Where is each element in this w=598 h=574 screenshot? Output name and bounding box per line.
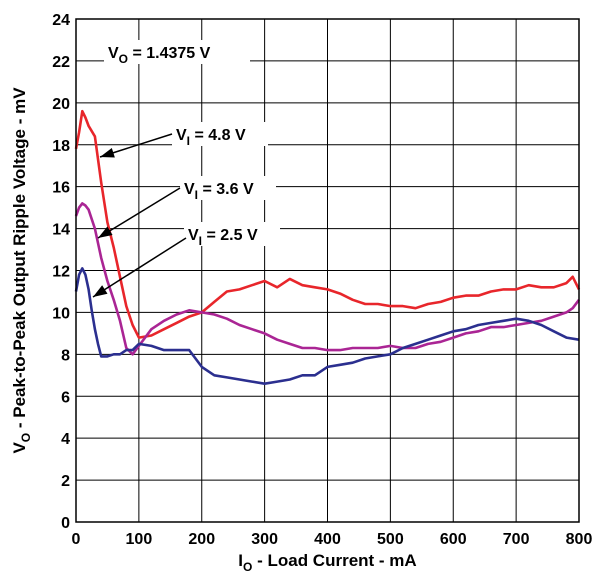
annotation-main: V: [184, 181, 195, 198]
y-tick-label: 20: [52, 96, 70, 113]
annotation-rest: = 1.4375 V: [128, 45, 211, 62]
y-tick-label: 18: [52, 138, 70, 155]
annotation-sub: I: [195, 188, 198, 202]
annotation-rest: = 2.5 V: [202, 227, 258, 244]
annotation-label-4: VI = 2.5 V: [188, 227, 258, 248]
series-line-2: [74, 202, 581, 356]
x-axis-label-rest: - Load Current - mA: [252, 551, 416, 570]
annotation-background: [180, 176, 276, 200]
y-tick-label: 10: [52, 305, 70, 322]
annotation-main: V: [108, 45, 119, 62]
annotation-rest: = 4.8 V: [190, 127, 246, 144]
annotation-label-2: VI = 4.8 V: [176, 127, 246, 148]
series-line-1: [74, 109, 581, 339]
annotation-main: V: [188, 227, 199, 244]
annotation-label-3: VI = 3.6 V: [184, 181, 254, 202]
x-tick-label: 100: [126, 531, 153, 548]
y-tick-label: 8: [61, 347, 70, 364]
x-tick-label: 300: [251, 531, 278, 548]
annotation-arrow-line: [97, 187, 181, 239]
annotation-background: [184, 222, 280, 246]
annotation-arrow-head: [98, 226, 113, 238]
x-tick-label: 0: [72, 531, 81, 548]
series-lines: [74, 109, 581, 386]
x-tick-label: 700: [503, 531, 530, 548]
x-tick-label: 200: [188, 531, 215, 548]
annotation-sub: O: [119, 52, 128, 66]
annotation-arrow-head: [93, 285, 108, 297]
x-tick-labels: 0 100 200 300 400 500 600 700 800: [72, 531, 593, 548]
x-tick-label: 600: [440, 531, 467, 548]
x-axis-label: IO - Load Current - mA: [238, 551, 416, 574]
y-tick-label: 4: [61, 431, 70, 448]
x-axis-label-main: I: [238, 551, 243, 570]
annotation-rest: = 3.6 V: [198, 181, 254, 198]
annotation-sub: I: [187, 134, 190, 148]
annotation-label-1: VO = 1.4375 V: [108, 45, 211, 66]
grid: [75, 18, 580, 523]
y-axis-label-sub: O: [19, 433, 33, 442]
annotation-arrow-line: [92, 237, 187, 298]
annotation-background: [172, 122, 268, 146]
x-axis-label-sub: O: [243, 560, 252, 574]
series-line-3: [74, 267, 580, 386]
y-tick-label: 24: [52, 12, 70, 29]
y-axis-label-main: V: [10, 442, 29, 454]
annotation-arrow-head: [100, 147, 115, 158]
plot-frame: [75, 18, 580, 523]
y-tick-label: 14: [52, 222, 70, 239]
annotation-sub: I: [199, 234, 202, 248]
annotation-main: V: [176, 127, 187, 144]
y-axis-label: VO - Peak-to-Peak Output Ripple Voltage …: [10, 87, 33, 454]
y-tick-label: 22: [52, 54, 70, 71]
y-tick-label: 16: [52, 180, 70, 197]
x-tick-label: 400: [314, 531, 341, 548]
y-tick-label: 0: [61, 515, 70, 532]
y-tick-label: 2: [61, 473, 70, 490]
annotation-background: [104, 40, 250, 64]
y-axis-label-rest: - Peak-to-Peak Output Ripple Voltage - m…: [10, 87, 29, 433]
x-tick-label: 500: [377, 531, 404, 548]
y-tick-label: 12: [52, 264, 70, 281]
y-tick-label: 6: [61, 389, 70, 406]
annotations: VO = 1.4375 VVI = 4.8 VVI = 3.6 VVI = 2.…: [92, 40, 280, 298]
x-tick-label: 800: [566, 531, 593, 548]
